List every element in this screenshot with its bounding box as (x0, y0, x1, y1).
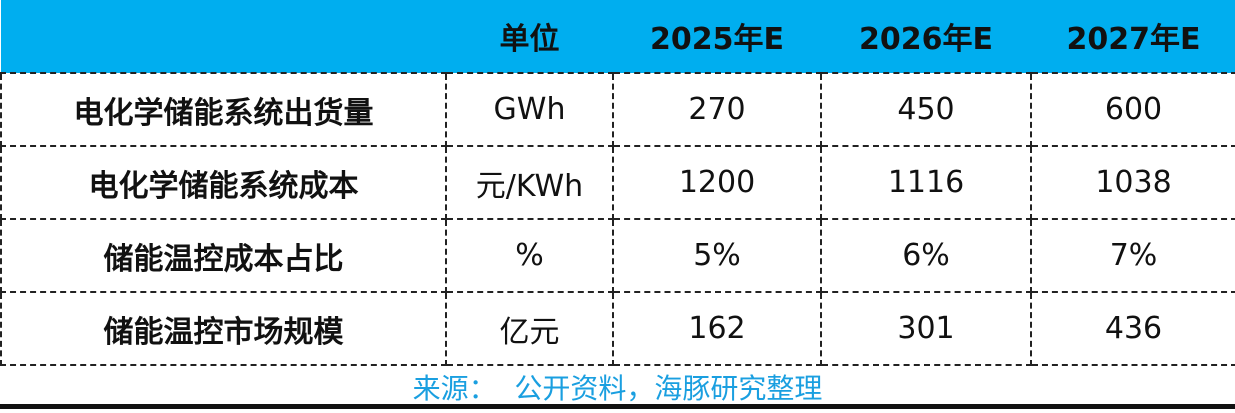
row-label: 电化学储能系统成本 (0, 145, 447, 220)
table-cell: 7% (1030, 218, 1235, 293)
table-cell: 6% (820, 218, 1032, 293)
row-label: 储能温控市场规模 (0, 291, 447, 366)
bottom-rule (0, 404, 1235, 409)
table-cell: 亿元 (445, 291, 614, 366)
header-cell: 2025年E (613, 0, 821, 74)
table-cell: % (445, 218, 614, 293)
table-cell: 436 (1030, 291, 1235, 366)
table-cell: 450 (820, 72, 1032, 147)
header-cell: 2027年E (1031, 0, 1235, 74)
header-row: 单位 2025年E 2026年E 2027年E (1, 0, 1235, 74)
row-label: 储能温控成本占比 (0, 218, 447, 293)
header-cell (1, 0, 446, 74)
header-cell: 2026年E (821, 0, 1031, 74)
table-cell: 1116 (820, 145, 1032, 220)
header-cell: 单位 (446, 0, 613, 74)
table-cell: 1200 (612, 145, 822, 220)
table-body: 电化学储能系统出货量 GWh 270 450 600 电化学储能系统成本 元/KWh 1200… (0, 72, 1235, 366)
data-table: 单位 2025年E 2026年E 2027年E 电化学储能系统出货量 GWh 270 450… (0, 0, 1235, 366)
table-cell: 1038 (1030, 145, 1235, 220)
row-label: 电化学储能系统出货量 (0, 72, 447, 147)
table-cell: 162 (612, 291, 822, 366)
table-cell: 270 (612, 72, 822, 147)
table-cell: 600 (1030, 72, 1235, 147)
table-cell: GWh (445, 72, 614, 147)
table-cell: 5% (612, 218, 822, 293)
table-cell: 301 (820, 291, 1032, 366)
table-row: 储能温控成本占比% 5% 6% 7% (0, 218, 1235, 293)
table-cell: 元/KWh (445, 145, 614, 220)
table-row: 电化学储能系统成本 元/KWh 1200 1116 1038 (0, 145, 1235, 220)
source-note: 来源： 公开资料，海豚研究整理 (412, 372, 823, 405)
table-row: 电化学储能系统出货量 GWh 270 450 600 (0, 72, 1235, 147)
table-row: 储能温控市场规模 亿元 162 301 436 (0, 291, 1235, 366)
